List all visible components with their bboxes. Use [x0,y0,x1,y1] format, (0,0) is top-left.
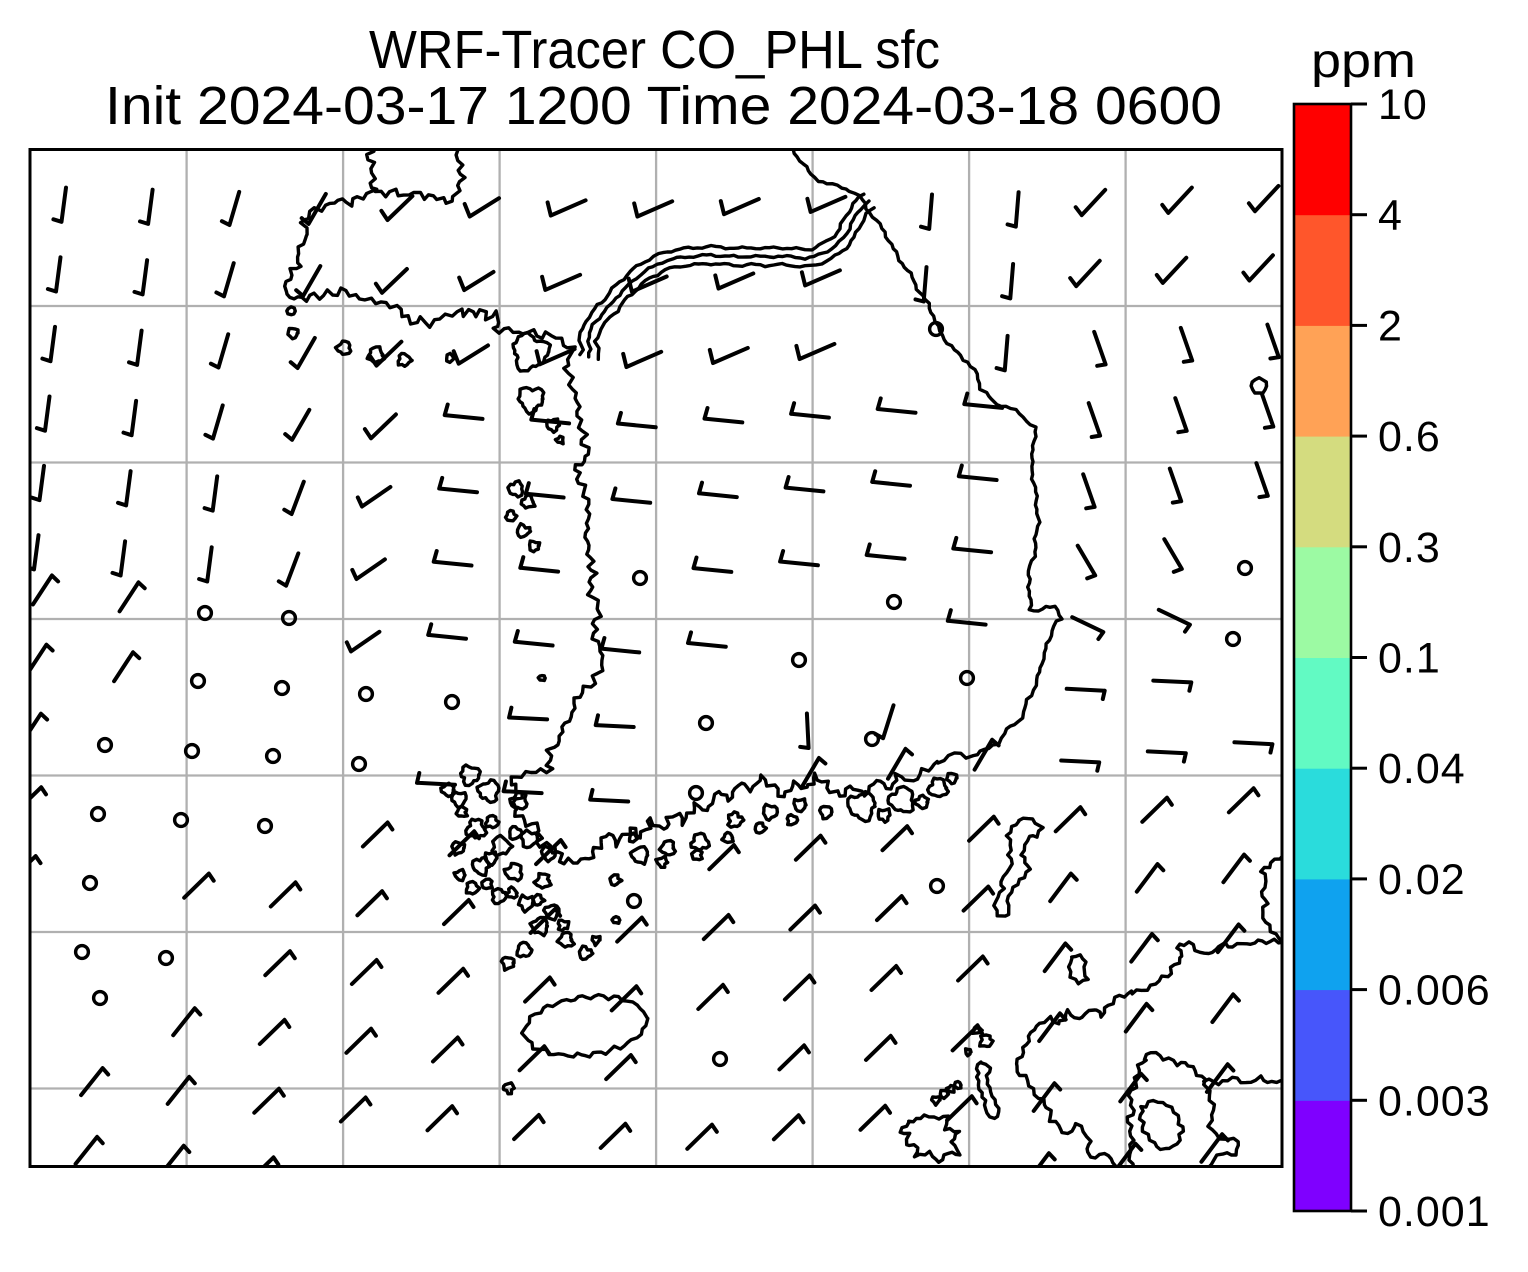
svg-text:0.02: 0.02 [1378,856,1466,904]
svg-text:0.006: 0.006 [1378,967,1491,1015]
svg-text:0.1: 0.1 [1378,635,1441,683]
svg-text:Init 2024-03-17 1200 Time 2024: Init 2024-03-17 1200 Time 2024-03-18 060… [105,76,1222,136]
svg-text:0.6: 0.6 [1378,413,1441,461]
svg-text:ppm: ppm [1311,35,1416,88]
svg-text:4: 4 [1378,192,1403,240]
svg-text:0.001: 0.001 [1378,1188,1491,1236]
svg-text:0.04: 0.04 [1378,745,1466,793]
svg-text:2: 2 [1378,302,1403,350]
svg-text:0.003: 0.003 [1378,1077,1491,1125]
svg-text:0.3: 0.3 [1378,524,1441,572]
svg-text:WRF-Tracer CO_PHL sfc: WRF-Tracer CO_PHL sfc [369,20,940,80]
svg-text:10: 10 [1378,81,1428,129]
